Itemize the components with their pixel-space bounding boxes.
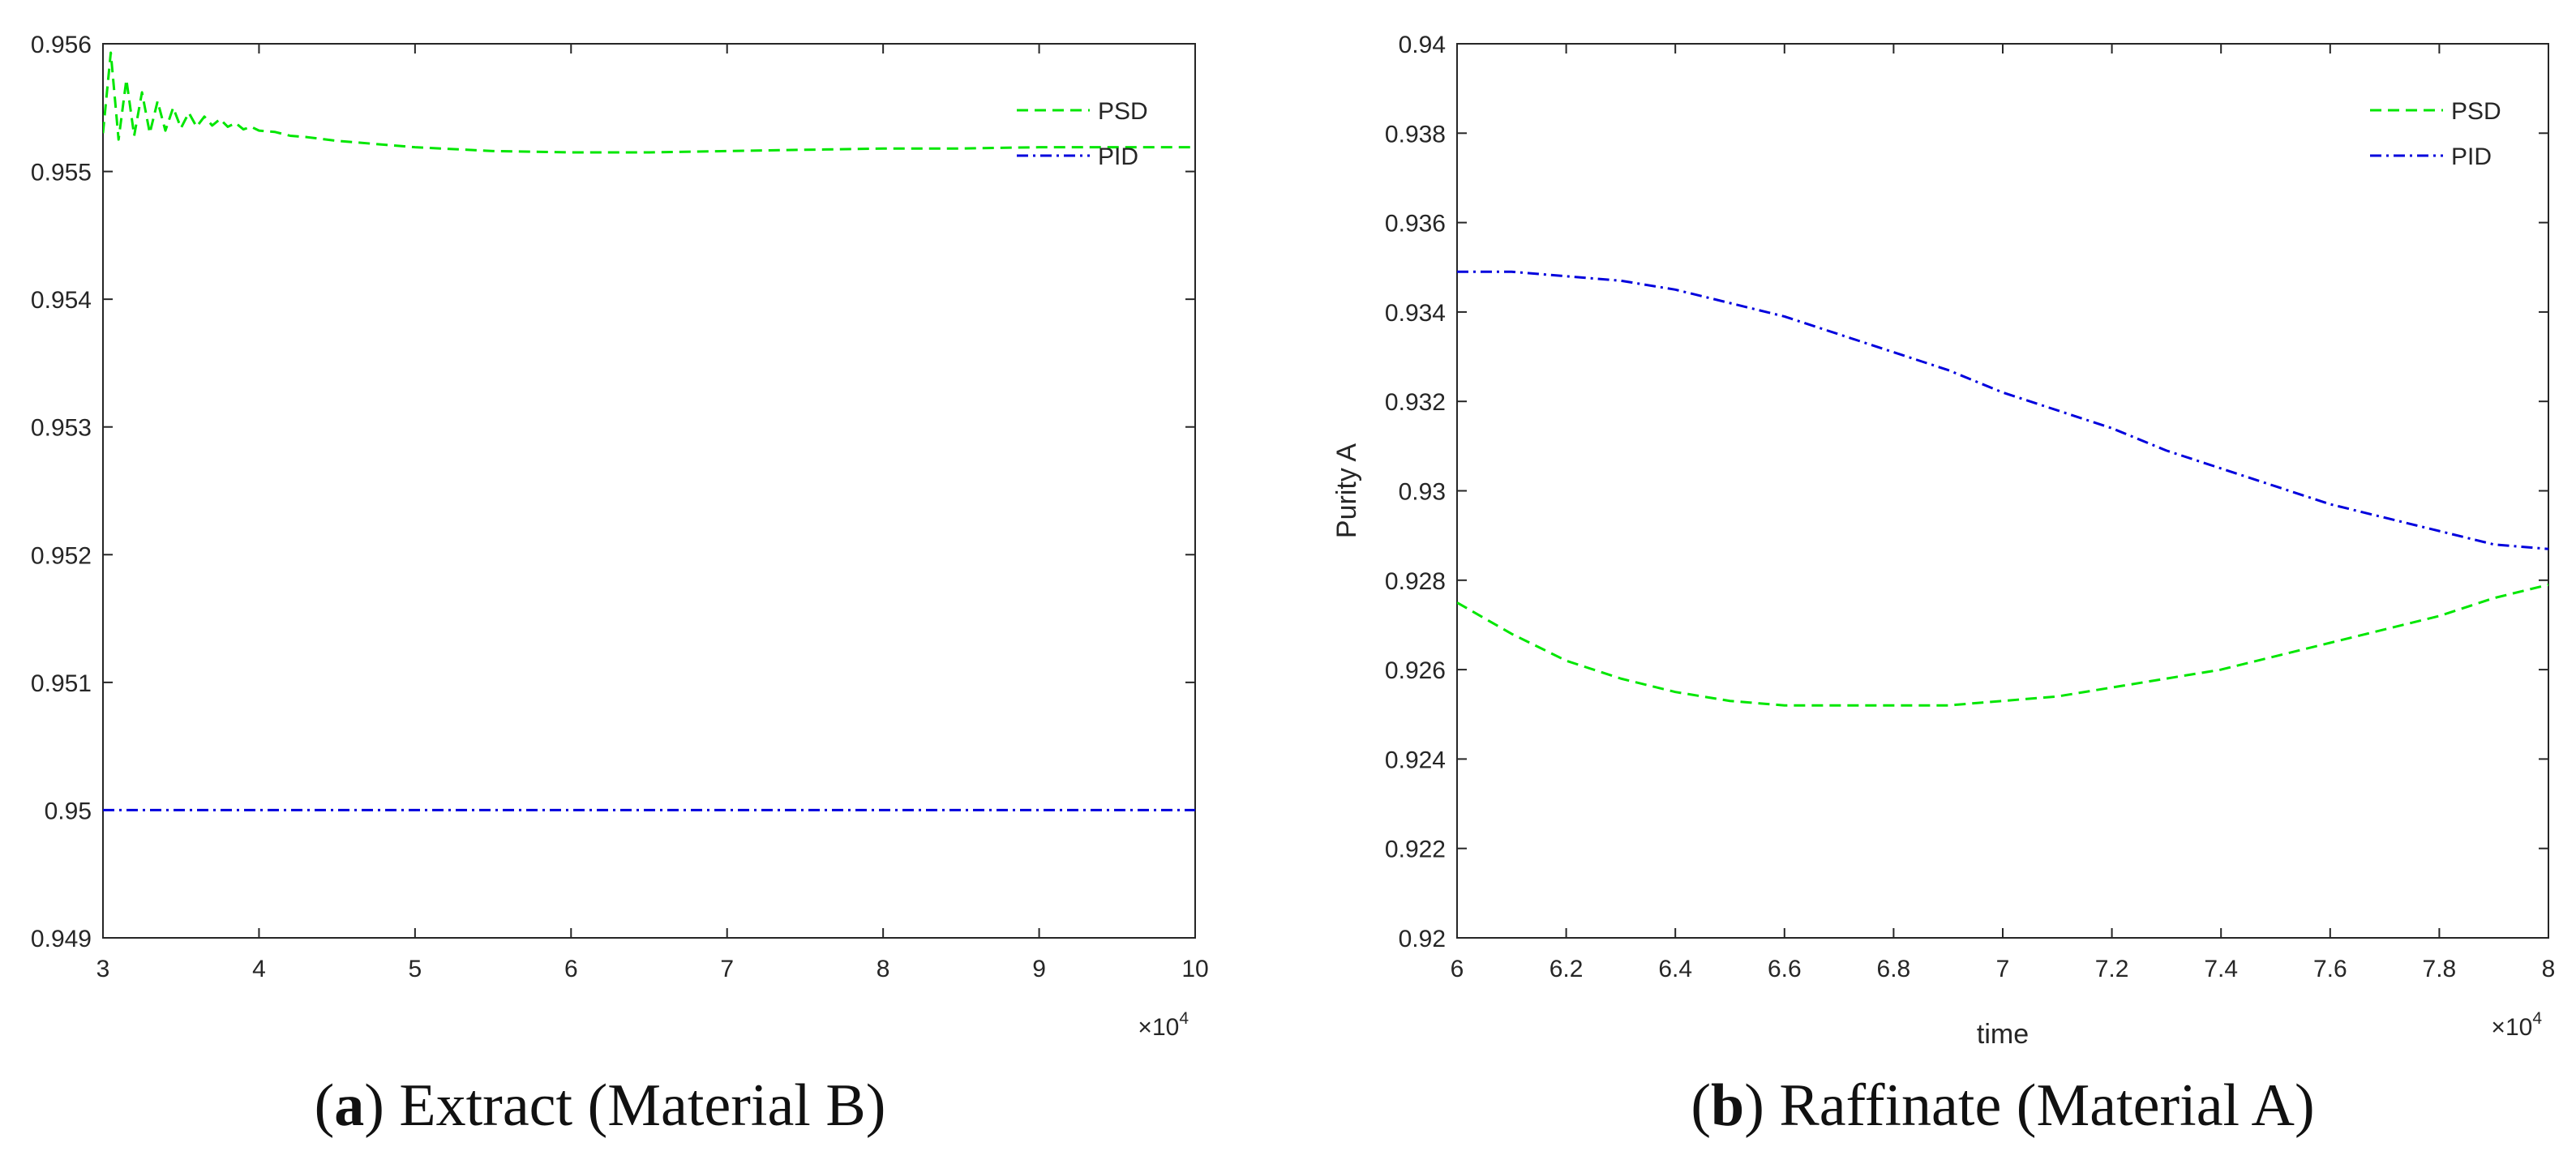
series-line-psd — [103, 51, 1195, 154]
y-tick-label: 0.926 — [1385, 657, 1446, 684]
x-tick-label: 7.6 — [2313, 956, 2347, 982]
y-tick-label: 0.949 — [31, 926, 92, 952]
y-tick-label: 0.94 — [1399, 32, 1446, 58]
y-tick-label: 0.928 — [1385, 568, 1446, 595]
plot-area-frame — [1456, 43, 2549, 939]
figure-caption-b: (b) Raffinate (Material A) — [1691, 1072, 2314, 1139]
x-exponent-power: 4 — [2532, 1009, 2542, 1028]
y-tick-label: 0.95 — [45, 798, 92, 824]
x-tick-label: 7.2 — [2095, 956, 2129, 982]
legend-label-psd: PSD — [2451, 98, 2501, 125]
y-tick-label: 0.93 — [1399, 479, 1446, 506]
y-tick-label: 0.922 — [1385, 837, 1446, 863]
y-axis-label: Purity A — [1331, 443, 1362, 538]
legend-label-pid: PID — [2451, 143, 2492, 170]
series-line-pid — [1457, 270, 2548, 550]
y-tick-label: 0.956 — [31, 32, 92, 58]
y-tick-label: 0.934 — [1385, 300, 1446, 327]
x-tick-label: 6.4 — [1658, 956, 1692, 982]
x-tick-label: 7.4 — [2204, 956, 2238, 982]
x-tick-label: 8 — [2542, 956, 2556, 982]
x-exponent-power: 4 — [1179, 1009, 1189, 1028]
caption-text: Raffinate (Material A) — [1779, 1072, 2314, 1139]
series-line-psd — [1457, 583, 2548, 707]
chart-a: 3 4 5 6 7 8 9 10 0.949 0.95 0.951 0.952 0.953 0.954 0.… — [31, 32, 1209, 1139]
y-tick-label: 0.955 — [31, 160, 92, 186]
x-tick-label: 6 — [564, 956, 578, 982]
caption-letter: b — [1711, 1072, 1744, 1139]
x-tick-label: 3 — [96, 956, 110, 982]
figure-caption-a: (a) Extract (Material B) — [315, 1072, 886, 1139]
caption-letter: a — [334, 1072, 364, 1139]
x-tick-label: 7 — [1996, 956, 2010, 982]
x-exponent-base: ×10 — [1138, 1014, 1179, 1041]
x-tick-label: 6.6 — [1768, 956, 1802, 982]
x-exponent-label: ×104 — [1138, 1009, 1189, 1041]
x-tick-label: 5 — [409, 956, 422, 982]
x-tick-label: 7.8 — [2423, 956, 2457, 982]
x-exponent-label: ×104 — [2491, 1009, 2542, 1041]
y-tick-label: 0.92 — [1399, 926, 1446, 952]
plot-area-frame — [102, 43, 1196, 939]
y-tick-label: 0.938 — [1385, 121, 1446, 148]
x-tick-label: 8 — [877, 956, 890, 982]
y-tick-label: 0.954 — [31, 287, 92, 314]
legend-label-pid: PID — [1098, 143, 1138, 170]
x-tick-label: 6.8 — [1877, 956, 1911, 982]
y-tick-label: 0.953 — [31, 415, 92, 442]
y-tick-label: 0.932 — [1385, 389, 1446, 416]
x-tick-label: 4 — [252, 956, 266, 982]
x-tick-label: 6.2 — [1549, 956, 1584, 982]
x-tick-label: 9 — [1032, 956, 1046, 982]
x-axis-label: time — [1977, 1019, 2029, 1050]
x-tick-label: 7 — [720, 956, 734, 982]
chart-b: 6 6.2 6.4 6.6 6.8 7 7.2 7.4 7.6 7.8 8 0.92 0.922 0.92… — [1331, 32, 2555, 1139]
x-tick-label: 10 — [1181, 956, 1208, 982]
caption-text: Extract (Material B) — [399, 1072, 885, 1139]
y-tick-label: 0.952 — [31, 542, 92, 569]
y-tick-label: 0.951 — [31, 670, 92, 697]
y-tick-label: 0.936 — [1385, 211, 1446, 238]
legend-label-psd: PSD — [1098, 98, 1148, 125]
x-tick-label: 6 — [1451, 956, 1464, 982]
x-exponent-base: ×10 — [2491, 1014, 2532, 1041]
y-tick-label: 0.924 — [1385, 747, 1446, 773]
